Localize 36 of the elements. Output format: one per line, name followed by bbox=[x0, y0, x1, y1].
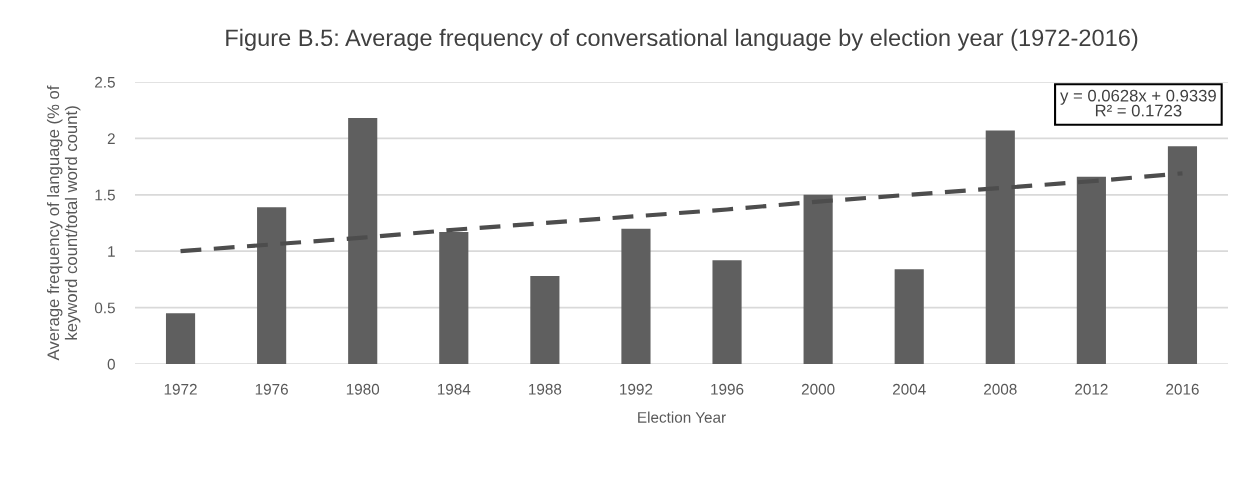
y-tick-label: 2 bbox=[107, 133, 115, 144]
x-axis-title: Election Year bbox=[638, 411, 726, 423]
bar bbox=[712, 260, 742, 364]
x-tick-label: 1996 bbox=[711, 383, 744, 395]
x-tick-label: 1976 bbox=[255, 383, 288, 395]
y-tick-label: 2.5 bbox=[95, 76, 115, 88]
x-tick-label: 2016 bbox=[1166, 383, 1199, 395]
bar bbox=[439, 232, 469, 364]
x-tick-label: 1980 bbox=[346, 383, 380, 395]
x-tick-label: 1972 bbox=[164, 383, 197, 395]
bar bbox=[803, 194, 833, 364]
x-tick-label: 2004 bbox=[892, 383, 926, 395]
bar bbox=[621, 228, 651, 364]
bar bbox=[985, 130, 1015, 364]
bar bbox=[1167, 146, 1198, 364]
annotation: R² = 0.1723 bbox=[1095, 104, 1182, 117]
y-tick-label: 0 bbox=[107, 358, 115, 370]
x-tick-label: 2008 bbox=[984, 383, 1017, 395]
bar bbox=[165, 313, 196, 364]
y-tick-label: 1.5 bbox=[95, 189, 115, 201]
annotation: y = 0.0628x + 0.9339 bbox=[1060, 89, 1216, 105]
x-tick-label: 1984 bbox=[437, 383, 471, 395]
bar bbox=[348, 118, 378, 364]
x-tick-label: 2000 bbox=[801, 383, 835, 395]
bar bbox=[257, 207, 287, 364]
bar bbox=[1076, 176, 1106, 364]
x-tick-label: 1992 bbox=[620, 383, 653, 395]
x-tick-label: 2012 bbox=[1075, 383, 1108, 395]
x-tick-label: 1988 bbox=[529, 383, 562, 395]
line-series bbox=[178, 171, 1185, 254]
y-tick-label: 1 bbox=[108, 246, 115, 257]
chart-title: Figure B.5: Average frequency of conversational language by election year (1972-2016) bbox=[226, 28, 1138, 51]
y-axis-title: Average frequency of language (% of keyword count/total word count) bbox=[46, 85, 81, 361]
bar bbox=[894, 269, 924, 364]
bar bbox=[530, 276, 560, 364]
y-tick-label: 0.5 bbox=[94, 302, 115, 314]
